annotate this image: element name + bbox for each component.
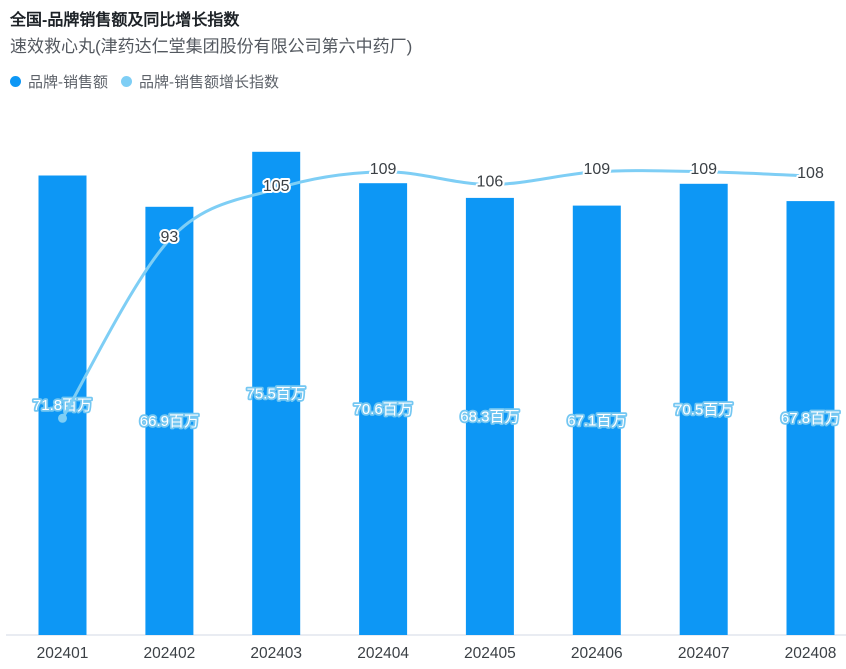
sales-bar-202406[interactable] (572, 205, 621, 635)
chart-subtitle: 速效救心丸(津药达仁堂集团股份有限公司第六中药厂) (10, 37, 413, 56)
sales-bar-202404[interactable] (359, 183, 408, 635)
bar-value-label: 75.5百万 (247, 385, 306, 402)
legend-item-growth-index[interactable]: 品牌-销售额增长指数 (121, 71, 279, 92)
bar-value-label: 70.6百万 (353, 401, 412, 418)
chart-title: 全国-品牌销售额及同比增长指数 (10, 12, 240, 29)
line-value-label: 108 (797, 165, 824, 182)
legend-item-sales[interactable]: 品牌-销售额 (10, 71, 108, 92)
legend-label-growth-index: 品牌-销售额增长指数 (139, 74, 279, 91)
bar-value-label: 71.8百万 (33, 397, 92, 414)
sales-legend-dot-icon (10, 76, 21, 87)
bar-value-label: 67.8百万 (781, 410, 840, 427)
x-tick-label-202405: 202405 (464, 645, 516, 662)
sales-bar-202405[interactable] (465, 197, 514, 635)
sales-bar-202402[interactable] (145, 206, 194, 636)
x-tick-label-202406: 202406 (571, 645, 623, 662)
bar-value-label: 66.9百万 (140, 413, 199, 430)
growth-index-legend-dot-icon (121, 76, 132, 87)
x-tick-label-202401: 202401 (37, 645, 89, 662)
line-value-label: 109 (370, 161, 397, 178)
legend-label-sales: 品牌-销售额 (28, 74, 108, 91)
bar-value-label: 67.1百万 (567, 412, 626, 429)
line-value-label: 109 (583, 161, 610, 178)
x-tick-label-202407: 202407 (678, 645, 730, 662)
sales-bar-202403[interactable] (252, 151, 301, 636)
growth-index-line[interactable] (61, 169, 812, 420)
sales-bar-202408[interactable] (786, 201, 835, 635)
line-value-label: 109 (690, 161, 717, 178)
x-tick-label-202402: 202402 (144, 645, 196, 662)
x-tick-label-202408: 202408 (785, 645, 837, 662)
sales-bar-202401[interactable] (38, 175, 87, 636)
sales-bar-202407[interactable] (679, 183, 728, 636)
line-value-label: 105 (263, 178, 290, 195)
bar-value-label: 70.5百万 (674, 401, 733, 418)
line-value-label: 106 (477, 174, 504, 191)
line-start-point-icon (58, 413, 67, 423)
bar-value-label: 68.3百万 (460, 408, 519, 425)
x-tick-label-202403: 202403 (250, 645, 302, 662)
line-value-label: 93 (161, 229, 179, 246)
legend: 品牌-销售额 品牌-销售额增长指数 (10, 71, 279, 92)
x-tick-label-202404: 202404 (357, 645, 409, 662)
